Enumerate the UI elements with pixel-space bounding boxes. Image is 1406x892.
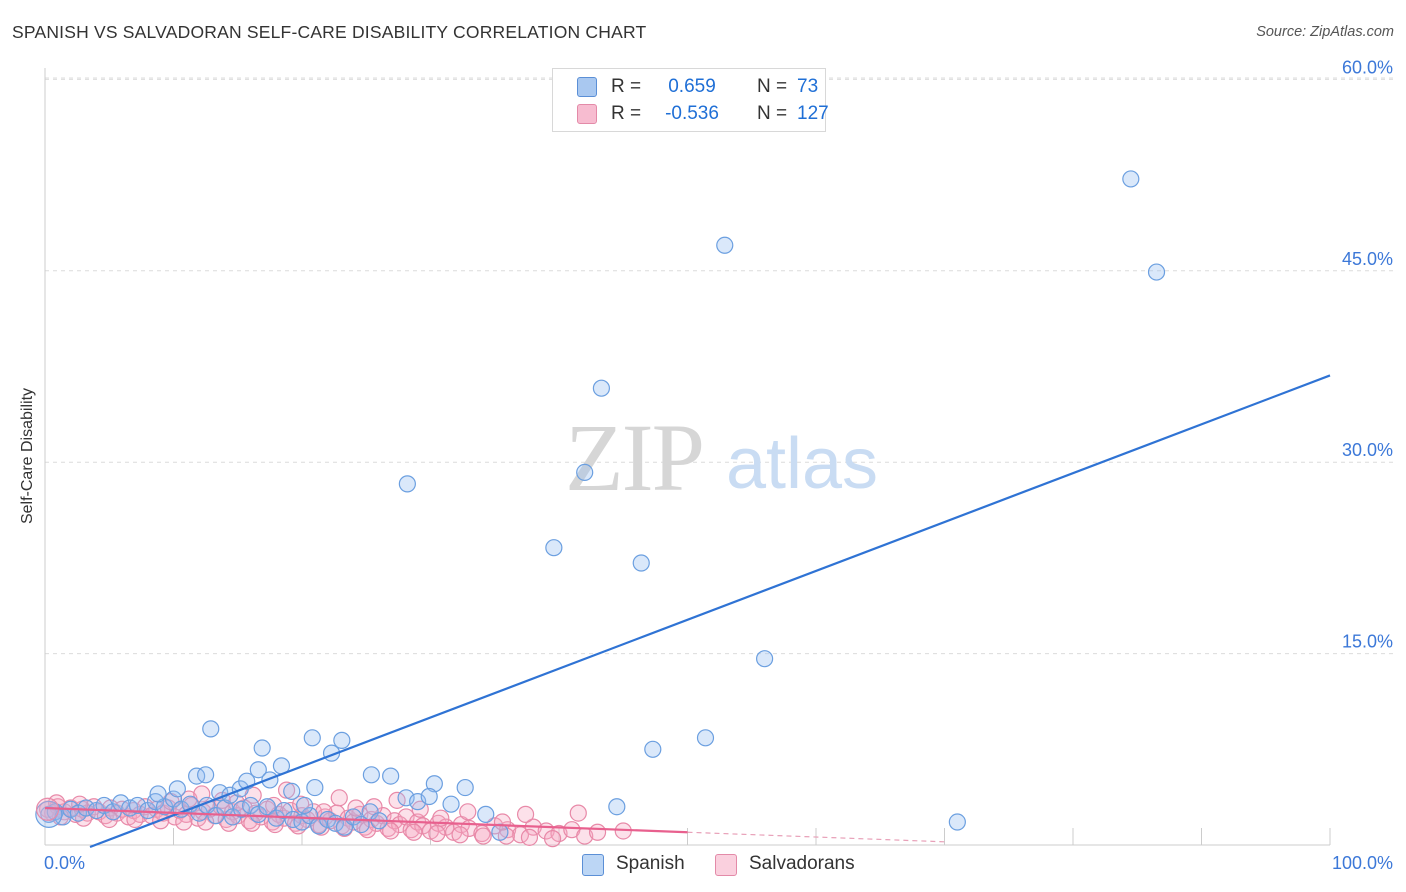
x-tick-labels: 0.0% 100.0% [44,853,1393,873]
spanish-point [202,720,220,738]
salvadorans-point [330,789,348,807]
spanish-point [716,236,734,254]
watermark-zip: ZIP [565,404,703,511]
n-label: N = [757,103,788,124]
source-label: Source: ZipAtlas.com [1256,24,1394,40]
n-label: N = [757,76,788,97]
salvadorans-point [474,827,492,845]
salvadorans-point [405,823,423,841]
spanish-point [382,767,400,785]
salvadorans-point [265,796,283,815]
spanish-point [1147,263,1166,281]
y-tick-label: 60.0% [1342,57,1393,77]
salvadorans-legend-label: Salvadorans [749,853,855,874]
salvadorans-trend-line [44,806,688,834]
spanish-point [188,767,206,785]
y-tick-label: 45.0% [1342,249,1393,269]
spanish-point [644,740,662,758]
salvadorans-point [520,828,539,846]
r-value-spanish: 0.659 [668,76,716,97]
spanish-point [442,795,460,813]
spanish-point [128,796,147,815]
salvadorans-point [569,804,587,822]
salvadorans-legend-swatch [715,854,737,876]
y-tick-labels: 15.0% 30.0% 45.0% 60.0% [1342,57,1393,651]
salvadorans-point [451,826,469,844]
spanish-point [249,761,267,779]
spanish-point [425,775,443,793]
gridlines [45,77,1395,655]
spanish-point [258,798,276,816]
watermark-atlas: atlas [726,424,878,504]
spanish-point [420,787,438,806]
n-value-salvadorans: 127 [797,103,829,124]
spanish-point [168,780,186,798]
spanish-point [303,729,321,747]
spanish-point [333,731,351,749]
spanish-point [948,813,966,831]
spanish-point [233,800,251,818]
salvadorans-trend-extension [687,831,945,843]
series-legend: Spanish Salvadorans [0,848,1406,880]
spanish-legend-label: Spanish [616,853,685,874]
spanish-point [755,650,774,668]
r-value-salvadorans: -0.536 [665,103,719,124]
spanish-legend-swatch [582,854,604,876]
spanish-point [477,805,495,823]
spanish-point [283,782,301,801]
r-label: R = [611,103,642,124]
axes [44,68,1331,846]
salvadorans-point [382,822,400,840]
spanish-point [1122,170,1140,188]
spanish-point [696,729,715,747]
r-label: R = [611,76,642,97]
spanish-swatch [577,77,597,97]
chart-title: SPANISH VS SALVADORAN SELF-CARE DISABILI… [12,22,647,42]
spanish-point [295,796,314,815]
spanish-point [545,539,563,557]
spanish-point [77,799,95,817]
spanish-trend-line [89,374,1331,849]
salvadorans-point [516,805,535,823]
spanish-point [576,463,594,482]
salvadorans-point [459,803,477,821]
spanish-point [197,766,215,784]
spanish-point [592,379,611,397]
y-tick-label: 15.0% [1342,632,1393,652]
spanish-point [253,739,271,757]
spanish-point [491,823,509,841]
spanish-point [275,801,293,820]
salvadorans-point [543,830,562,848]
y-tick-label: 30.0% [1342,440,1393,460]
spanish-point [149,785,167,803]
salvadorans-swatch [577,104,597,124]
x-tick-label: 0.0% [44,853,85,873]
spanish-point [456,778,474,797]
salvadorans-point [428,824,446,843]
n-value-spanish: 73 [797,76,819,97]
watermark: ZIP atlas [565,404,878,511]
spanish-point [398,475,416,493]
spanish-point [608,798,626,816]
salvadorans-point [588,823,607,841]
x-tick-label: 100.0% [1332,853,1393,873]
trend-lines [44,374,1331,849]
spanish-point [306,778,324,797]
spanish-point [362,766,380,784]
correlation-legend: R = 0.659 N = 73 R = -0.536 N = 127 [552,68,829,132]
spanish-point [632,554,650,572]
